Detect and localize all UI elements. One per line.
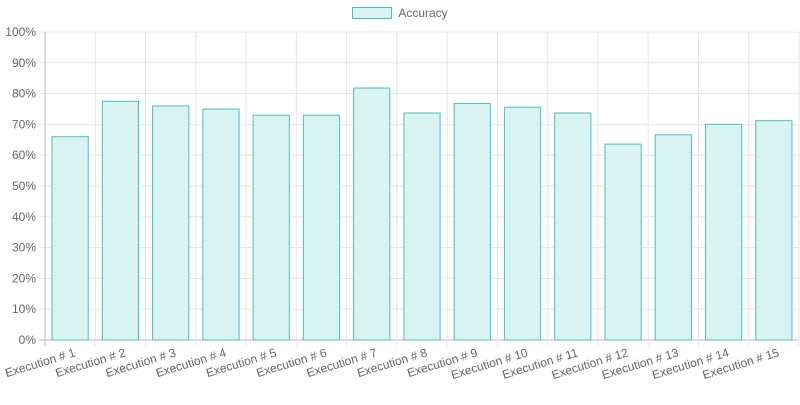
y-tick-label: 50% [12, 179, 36, 193]
bar [755, 120, 793, 341]
bar [654, 134, 692, 341]
y-tick-label: 10% [12, 302, 36, 316]
bar [353, 87, 391, 341]
y-tick-label: 90% [12, 56, 36, 70]
bar [403, 112, 441, 341]
bar [453, 102, 491, 341]
y-tick-label: 60% [12, 148, 36, 162]
y-tick-label: 100% [5, 25, 36, 39]
bar [302, 114, 341, 341]
bar [202, 108, 240, 341]
bar [604, 143, 642, 341]
y-tick-label: 70% [12, 117, 36, 131]
bar [101, 100, 139, 341]
bar [51, 136, 89, 341]
bar [705, 123, 743, 341]
legend[interactable]: Accuracy [0, 6, 800, 20]
bar [152, 105, 190, 341]
bar [503, 106, 542, 341]
y-tick-label: 20% [12, 271, 36, 285]
legend-swatch [352, 7, 393, 19]
legend-label: Accuracy [398, 6, 448, 20]
y-tick-label: 30% [12, 241, 36, 255]
bar [554, 112, 592, 341]
y-tick-label: 40% [12, 210, 36, 224]
bar [252, 114, 290, 341]
y-tick-label: 80% [12, 87, 36, 101]
y-tick-label: 0% [19, 333, 37, 347]
